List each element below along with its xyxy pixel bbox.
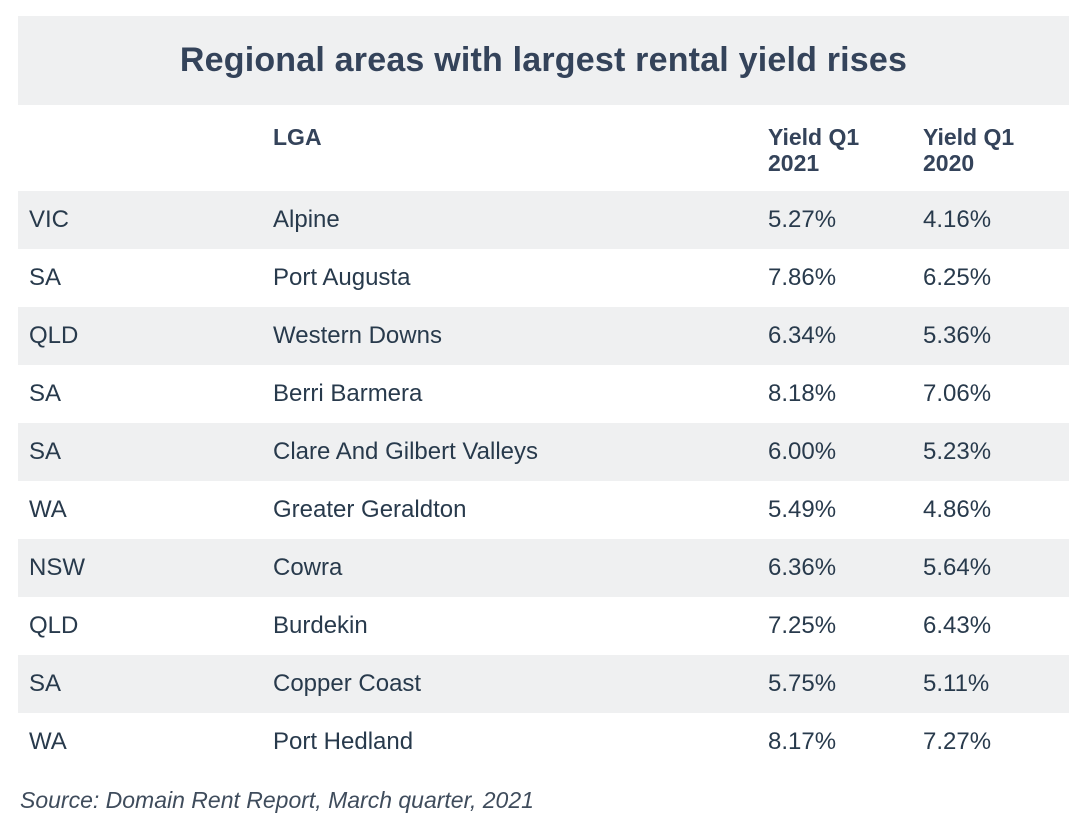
table-row: WA Greater Geraldton 5.49% 4.86% — [18, 481, 1069, 539]
state-cell: QLD — [29, 322, 79, 349]
lga-cell: Alpine — [273, 206, 340, 233]
title-bar: Regional areas with largest rental yield… — [18, 16, 1069, 105]
header-lga: LGA — [273, 124, 322, 150]
state-cell: WA — [29, 496, 67, 523]
header-yield-2020: Yield Q1 2020 — [923, 105, 1069, 176]
yield-2020-cell: 5.23% — [923, 438, 992, 465]
yield-2021-cell: 7.25% — [768, 612, 837, 639]
lga-cell: Western Downs — [273, 322, 442, 349]
lga-cell: Copper Coast — [273, 670, 422, 697]
yield-2021-cell: 6.00% — [768, 438, 837, 465]
lga-cell: Port Hedland — [273, 728, 414, 755]
table-row: SA Port Augusta 7.86% 6.25% — [18, 249, 1069, 307]
table-row: VIC Alpine 5.27% 4.16% — [18, 191, 1069, 249]
state-cell: SA — [29, 380, 62, 407]
yield-2020-cell: 5.11% — [923, 670, 990, 697]
state-cell: SA — [29, 438, 62, 465]
state-cell: VIC — [29, 206, 70, 233]
lga-cell: Clare And Gilbert Valleys — [273, 438, 539, 465]
yield-2020-cell: 5.36% — [923, 322, 992, 349]
rental-yield-table: Regional areas with largest rental yield… — [18, 16, 1069, 771]
state-cell: QLD — [29, 612, 79, 639]
yield-2020-cell: 4.16% — [923, 206, 992, 233]
lga-cell: Greater Geraldton — [273, 496, 467, 523]
state-cell: WA — [29, 728, 67, 755]
yield-2020-cell: 7.27% — [923, 728, 992, 755]
lga-cell: Port Augusta — [273, 264, 411, 291]
yield-2021-cell: 6.36% — [768, 554, 837, 581]
yield-2021-cell: 7.86% — [768, 264, 837, 291]
table-row: NSW Cowra 6.36% 5.64% — [18, 539, 1069, 597]
header-row: LGA Yield Q1 2021 Yield Q1 2020 — [18, 105, 1069, 191]
source-caption: Source: Domain Rent Report, March quarte… — [20, 787, 534, 813]
lga-cell: Burdekin — [273, 612, 368, 639]
state-cell: SA — [29, 264, 62, 291]
yield-2020-cell: 5.64% — [923, 554, 992, 581]
table-row: QLD Western Downs 6.34% 5.36% — [18, 307, 1069, 365]
yield-2021-cell: 5.75% — [768, 670, 837, 697]
lga-cell: Cowra — [273, 554, 343, 581]
header-yield-2021-line2: 2021 — [768, 150, 820, 176]
yield-2021-cell: 5.49% — [768, 496, 837, 523]
header-yield-2020-line1: Yield Q1 — [923, 124, 1015, 150]
table-row: SA Berri Barmera 8.18% 7.06% — [18, 365, 1069, 423]
header-yield-2020-line2: 2020 — [923, 150, 975, 176]
header-yield-2021: Yield Q1 2021 — [768, 105, 923, 176]
yield-2020-cell: 6.25% — [923, 264, 992, 291]
table-row: WA Port Hedland 8.17% 7.27% — [18, 713, 1069, 771]
header-state — [18, 105, 273, 124]
yield-2020-cell: 7.06% — [923, 380, 992, 407]
yield-2020-cell: 4.86% — [923, 496, 992, 523]
table-row: QLD Burdekin 7.25% 6.43% — [18, 597, 1069, 655]
yield-2021-cell: 8.17% — [768, 728, 837, 755]
table-row: SA Clare And Gilbert Valleys 6.00% 5.23% — [18, 423, 1069, 481]
lga-cell: Berri Barmera — [273, 380, 423, 407]
table-title: Regional areas with largest rental yield… — [179, 41, 908, 79]
yield-2021-cell: 8.18% — [768, 380, 837, 407]
yield-2021-cell: 5.27% — [768, 206, 837, 233]
yield-2020-cell: 6.43% — [923, 612, 992, 639]
yield-2021-cell: 6.34% — [768, 322, 837, 349]
header-yield-2021-line1: Yield Q1 — [768, 124, 860, 150]
table-row: SA Copper Coast 5.75% 5.11% — [18, 655, 1069, 713]
state-cell: SA — [29, 670, 62, 697]
table-body: VIC Alpine 5.27% 4.16% SA Port Augusta 7.86% 6.… — [18, 191, 1069, 771]
state-cell: NSW — [29, 554, 85, 581]
